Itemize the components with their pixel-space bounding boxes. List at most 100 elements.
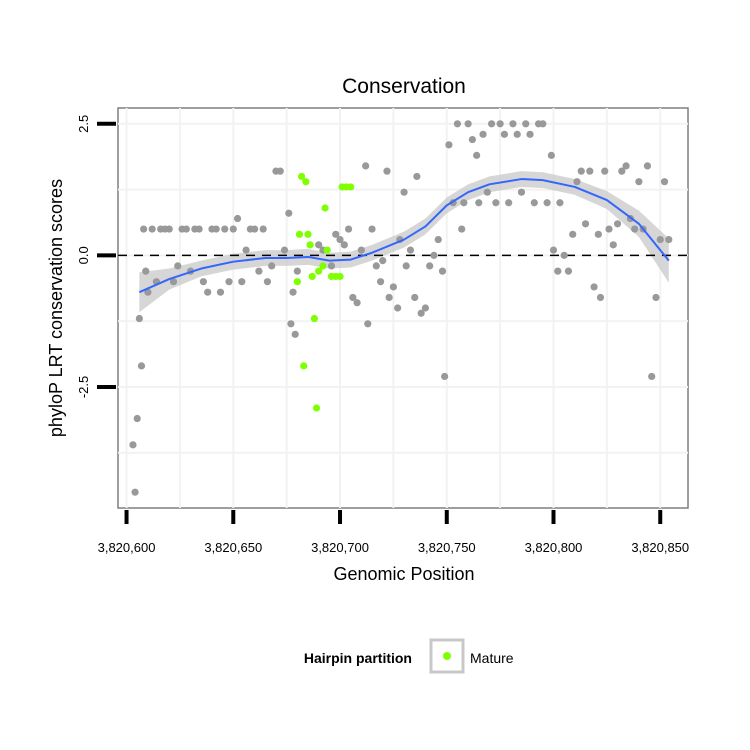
other-point (263, 278, 272, 286)
other-point (648, 372, 656, 381)
other-point (174, 262, 182, 270)
other-point (216, 288, 225, 296)
other-point (652, 293, 660, 302)
other-point (142, 267, 150, 275)
other-point (547, 151, 555, 159)
y-axis: -2.5 0.0 2.5 (76, 115, 116, 398)
other-point (315, 241, 323, 249)
other-point (357, 246, 365, 254)
other-point (137, 362, 146, 370)
other-point (522, 120, 530, 128)
other-point (379, 257, 387, 265)
other-point (564, 267, 573, 275)
other-point (586, 167, 594, 175)
other-point (291, 330, 299, 338)
other-point (255, 267, 263, 275)
other-point (487, 120, 496, 128)
other-point (473, 151, 481, 159)
other-point (368, 225, 376, 233)
other-point (426, 262, 434, 270)
x-tick-label: 3,820,850 (631, 540, 689, 555)
mature-point (315, 267, 323, 275)
other-point (453, 120, 462, 128)
other-point (660, 178, 669, 186)
other-point (656, 235, 664, 244)
other-point (344, 225, 353, 233)
other-point (526, 130, 534, 138)
other-point (233, 214, 242, 223)
other-point (496, 120, 504, 128)
other-point (417, 309, 425, 317)
other-point (131, 488, 139, 496)
other-point (513, 130, 521, 138)
other-point (238, 278, 246, 286)
other-point (327, 262, 336, 270)
other-point (129, 441, 137, 449)
other-point (530, 199, 538, 207)
other-point (643, 162, 652, 170)
other-point (293, 267, 301, 275)
other-point (289, 288, 297, 296)
mature-point (323, 246, 331, 254)
other-point (543, 199, 551, 207)
other-point (135, 314, 143, 323)
other-point (549, 246, 558, 254)
other-point (229, 225, 237, 233)
x-axis-title: Genomic Position (333, 564, 474, 584)
confidence-band-layer (139, 171, 669, 313)
other-point (590, 283, 598, 291)
mature-point (300, 362, 308, 370)
other-point (413, 172, 421, 181)
x-tick-label: 3,820,800 (525, 540, 583, 555)
other-point (539, 120, 547, 128)
legend-key-mature-point (443, 652, 451, 660)
other-point (573, 178, 581, 186)
other-point (182, 225, 190, 233)
other-point (445, 141, 453, 149)
other-point (601, 167, 609, 175)
mature-point (319, 262, 327, 270)
other-point (517, 188, 526, 196)
other-point (199, 278, 207, 286)
other-point (402, 262, 410, 270)
other-point (221, 225, 229, 233)
other-point (430, 251, 438, 259)
mature-point (310, 314, 319, 323)
other-point (464, 120, 472, 128)
other-point (631, 225, 639, 233)
other-point (383, 167, 391, 175)
other-point (556, 199, 564, 207)
other-point (276, 167, 284, 175)
other-point (635, 178, 643, 186)
other-point (364, 320, 372, 328)
other-point (268, 262, 276, 270)
other-point (140, 225, 148, 233)
smooth-line-layer (138, 178, 670, 294)
other-point (554, 267, 562, 275)
other-point (376, 278, 385, 286)
mature-point (293, 278, 301, 286)
other-point (479, 130, 487, 138)
other-point (385, 293, 393, 302)
y-tick-label: -2.5 (76, 376, 91, 398)
other-point (165, 225, 173, 233)
x-axis: 3,820,600 3,820,650 3,820,700 3,820,750 3,82… (98, 510, 689, 555)
other-point (340, 241, 348, 249)
other-point (458, 225, 466, 233)
other-point (169, 278, 178, 286)
mature-point (336, 272, 344, 281)
other-point (581, 220, 590, 228)
other-point (242, 246, 250, 254)
other-point (353, 299, 361, 307)
other-point (500, 130, 509, 138)
y-tick-label: 0.0 (76, 246, 91, 264)
x-tick-label: 3,820,650 (204, 540, 262, 555)
mature-point (302, 178, 310, 186)
chart-title: Conservation (342, 75, 466, 98)
other-point (509, 120, 517, 128)
other-point (349, 293, 357, 302)
mature-point (347, 183, 355, 191)
other-point (596, 293, 605, 302)
other-point (622, 162, 630, 170)
